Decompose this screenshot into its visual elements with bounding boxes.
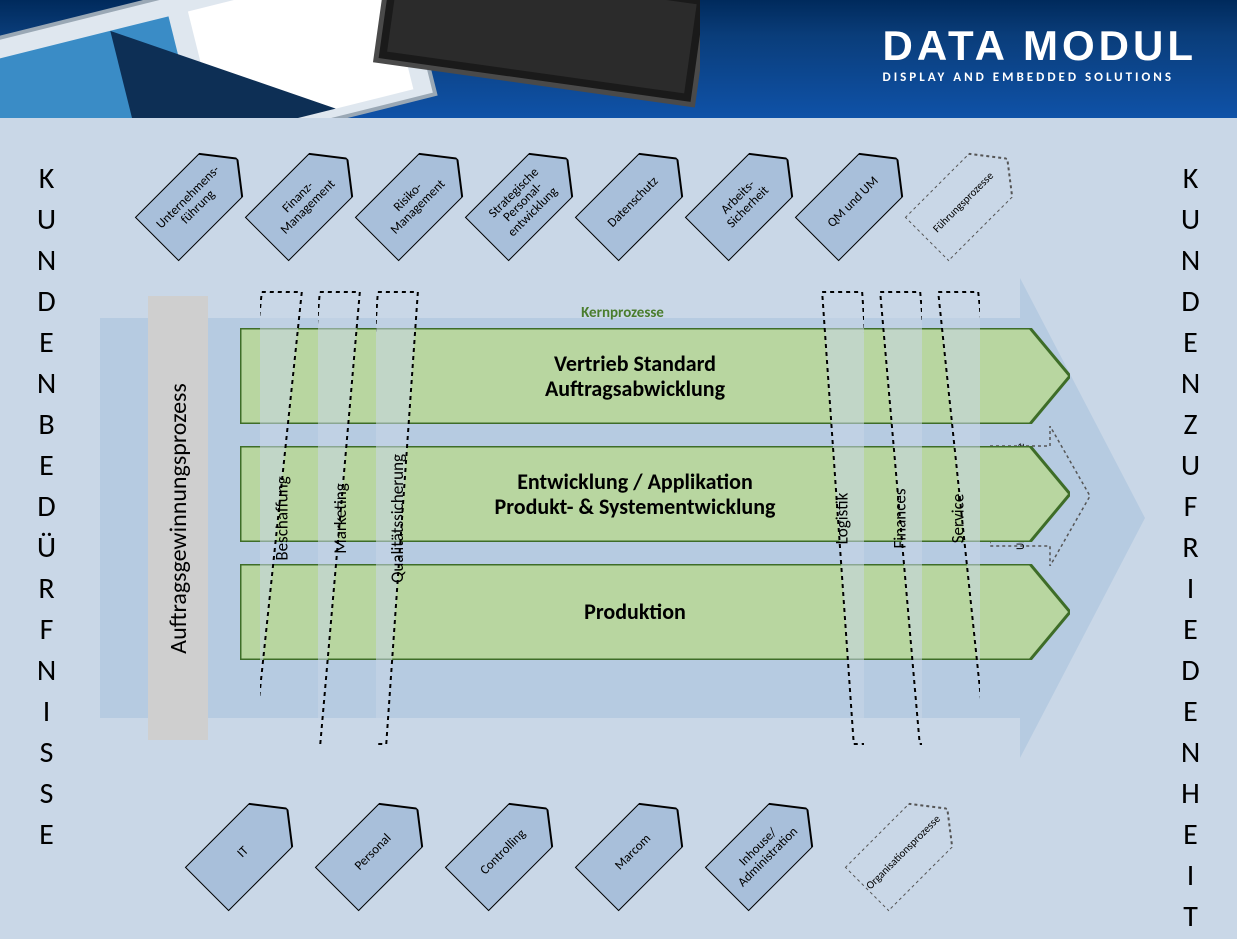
organisation-tag-0: IT — [185, 787, 309, 911]
side-label-right: KUNDENZUFRIEDENHEIT — [1172, 160, 1209, 939]
order-acquisition-block: Auftragsgewinnungsprozess — [148, 296, 208, 740]
cross-process-right-1: Finances — [878, 290, 922, 746]
cross-process-left-1: Marketing — [318, 290, 362, 746]
organisation-tag-2: Controlling — [445, 787, 569, 911]
process-map: Unternehmens-führung Finanz-Management R… — [80, 128, 1160, 918]
header-graphic — [0, 0, 700, 118]
leadership-tag-1: Finanz-Management — [245, 137, 369, 261]
header: DATA MODUL DISPLAY AND EMBEDDED SOLUTION… — [0, 0, 1237, 118]
leadership-tag-4: Datenschutz — [575, 137, 699, 261]
leadership-tag-7: Führungsprozesse — [905, 137, 1029, 261]
organisation-tag-3: Marcom — [575, 787, 699, 911]
leadership-tag-3: StrategischePersonal-entwicklung — [465, 137, 589, 261]
core-process-container: Auftragsgewinnungsprozess Kernprozesse U… — [100, 278, 1145, 758]
leadership-tag-2: Risiko-Management — [355, 137, 479, 261]
leadership-tag-6: QM und UM — [795, 137, 919, 261]
cross-process-right-2: Service — [936, 290, 980, 746]
side-label-left: KUNDENBEDÜRFNISSE — [28, 160, 65, 857]
leadership-process-tags: Unternehmens-führung Finanz-Management R… — [80, 128, 1160, 258]
cross-process-left-2: Qualitätssicherung — [376, 290, 420, 746]
brand-tagline: DISPLAY AND EMBEDDED SOLUTIONS — [883, 70, 1198, 85]
cross-process-right-0: Logistik — [820, 290, 864, 746]
brand-name: DATA MODUL — [883, 22, 1198, 70]
organisation-tag-1: Personal — [315, 787, 439, 911]
leadership-tag-5: Arbeits-Sicherheit — [685, 137, 809, 261]
organisation-tag-5: Organisationsprozesse — [845, 787, 969, 911]
leadership-tag-0: Unternehmens-führung — [135, 137, 259, 261]
core-process-title: Kernprozesse — [100, 304, 1145, 322]
cross-process-left-0: Beschaffung — [260, 290, 304, 746]
organisation-process-tags: IT Personal Controlling Marcom Inhouse/A… — [80, 778, 1160, 918]
brand: DATA MODUL DISPLAY AND EMBEDDED SOLUTION… — [883, 22, 1198, 85]
order-acquisition-label: Auftragsgewinnungsprozess — [164, 383, 193, 654]
organisation-tag-4: Inhouse/Administration — [705, 787, 829, 911]
